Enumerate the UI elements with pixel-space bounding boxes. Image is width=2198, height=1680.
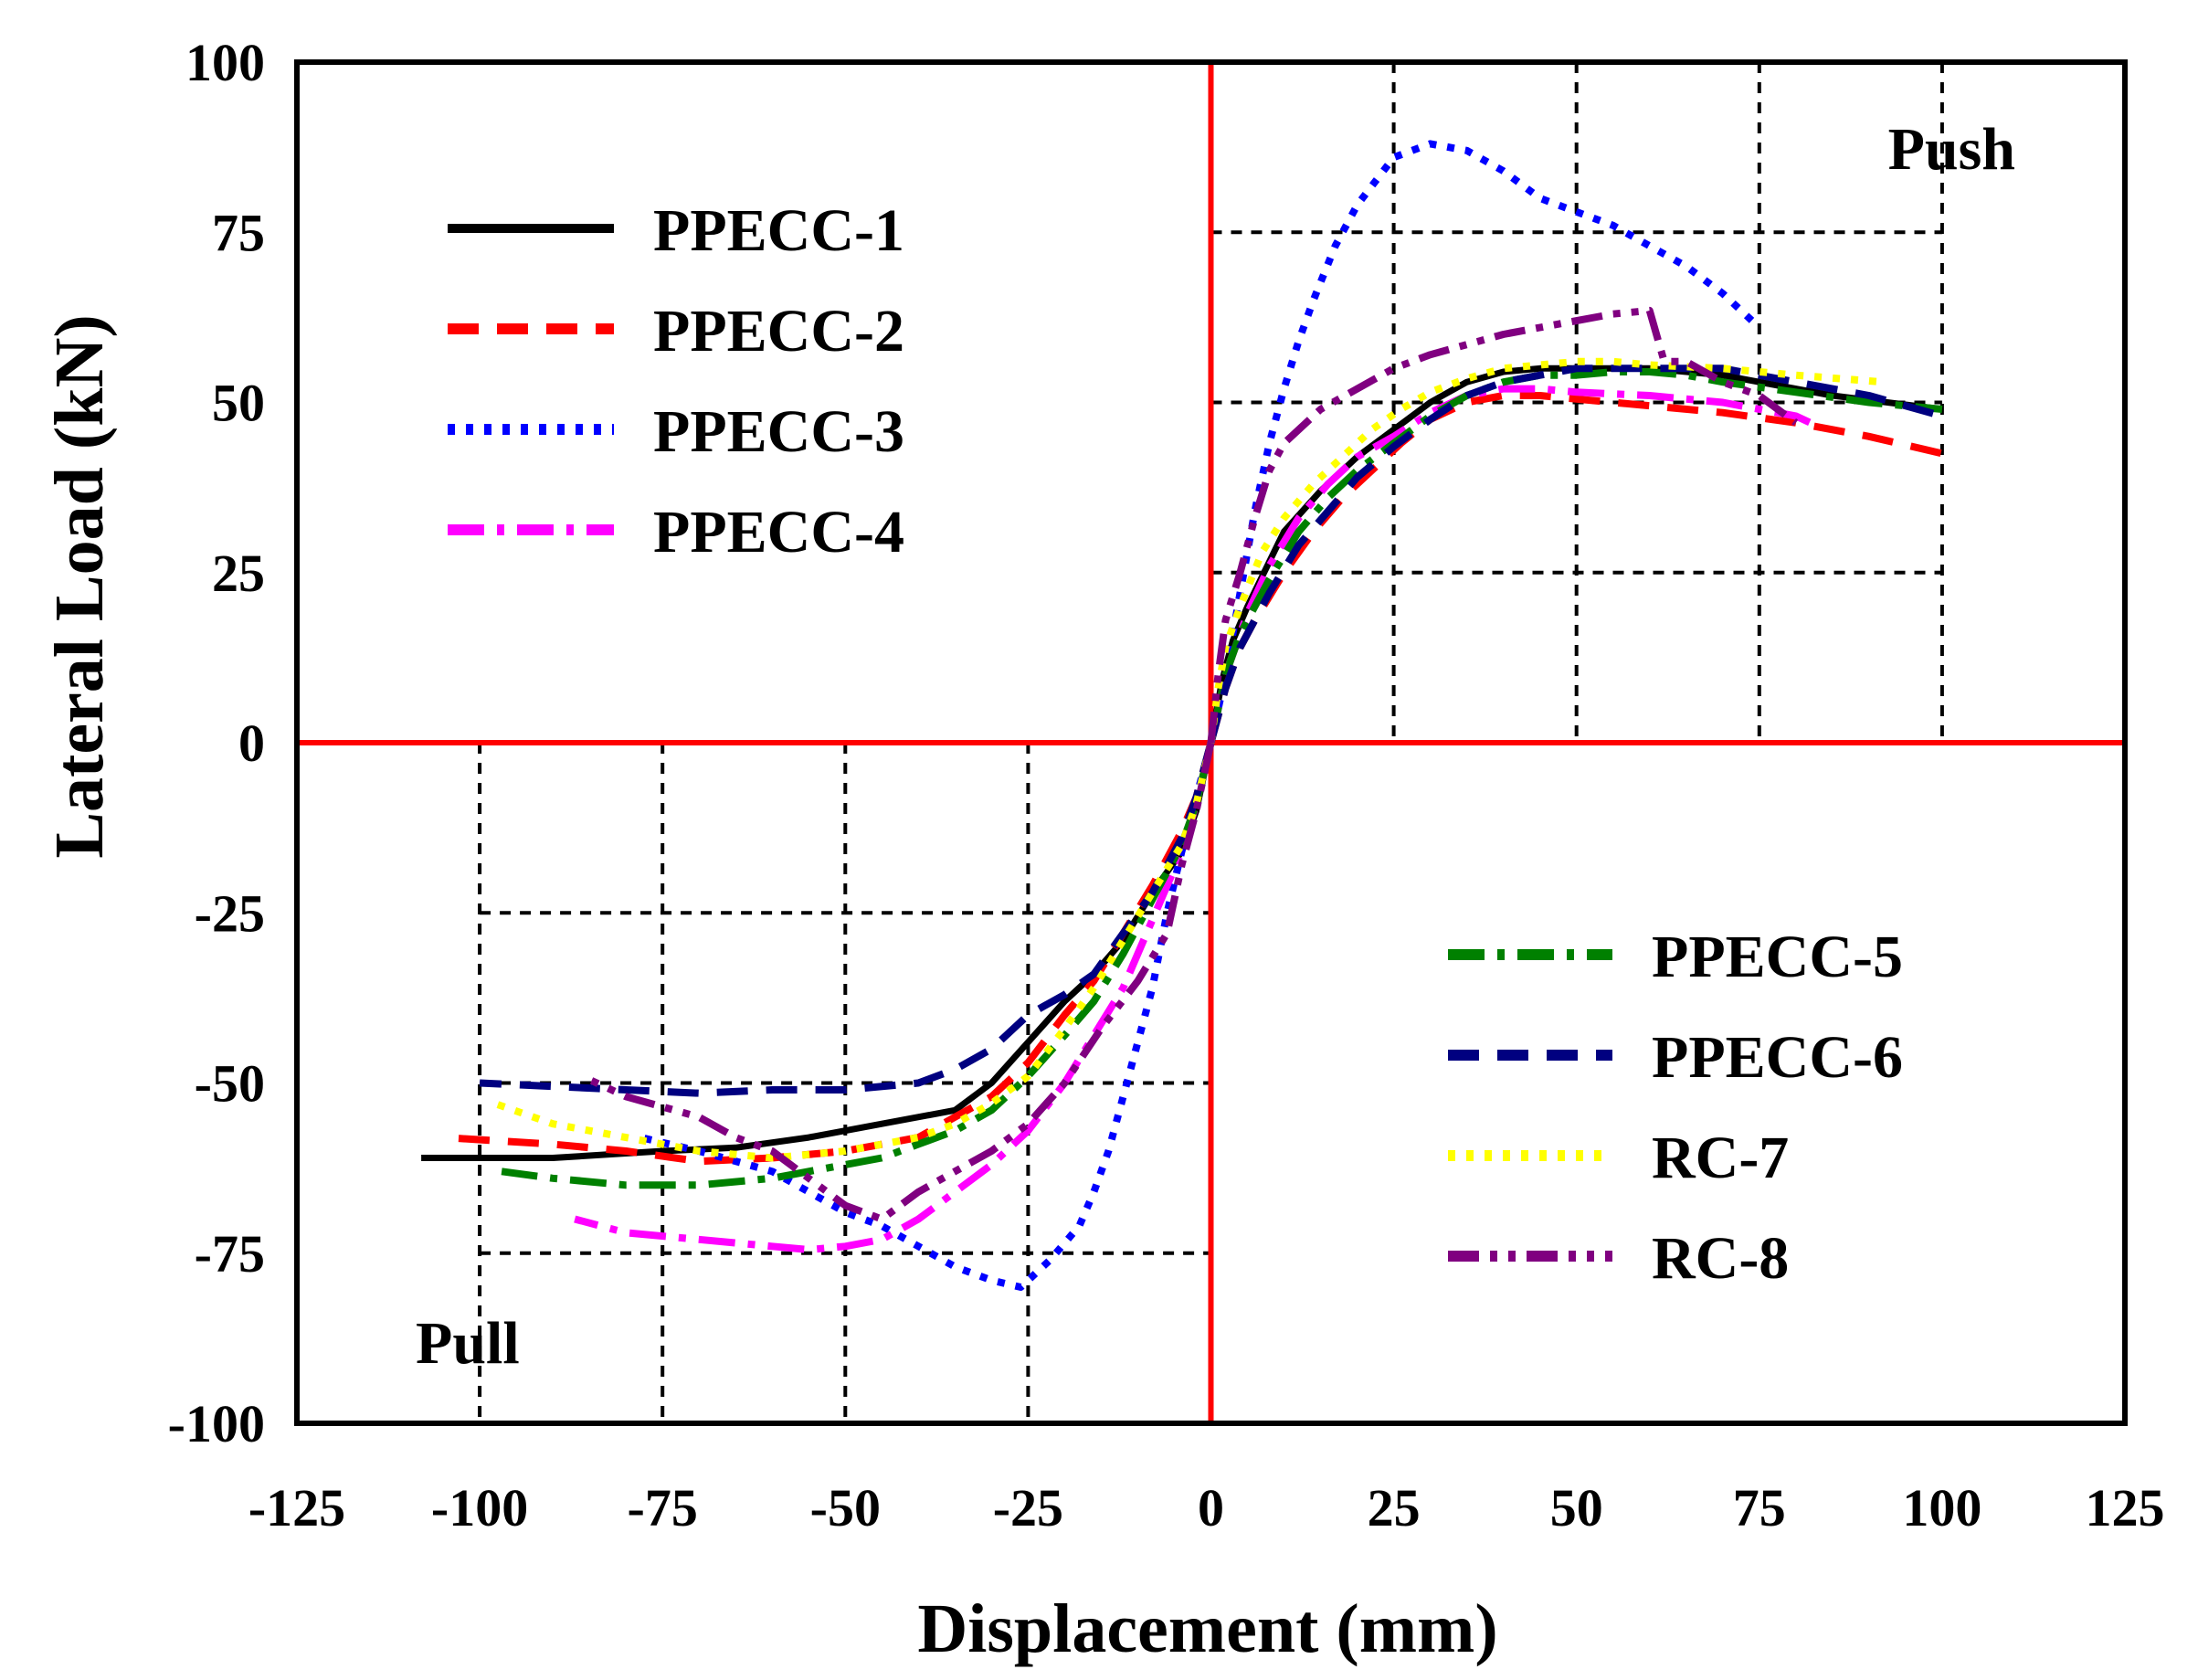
y-tick-label: 50 bbox=[212, 374, 265, 433]
series-ppecc-3-push bbox=[1207, 140, 1755, 744]
series-ppecc-4-pull bbox=[574, 742, 1215, 1253]
x-tick-label: 100 bbox=[1902, 1478, 1981, 1537]
y-tick-label: 25 bbox=[212, 544, 265, 603]
y-axis-title: Lateral Load (kN) bbox=[41, 314, 118, 858]
legend-label-rc-7: RC-7 bbox=[1652, 1125, 1789, 1191]
y-tick-label: -25 bbox=[195, 883, 265, 943]
x-tick-label: -125 bbox=[248, 1478, 345, 1537]
legend-bottom: PPECC-5 PPECC-6 RC-7 RC-8 bbox=[1448, 924, 1903, 1292]
y-tick-label: 100 bbox=[185, 33, 265, 92]
x-tick-label: -25 bbox=[993, 1478, 1063, 1537]
series-rc-8-pull bbox=[580, 742, 1215, 1223]
x-tick-label: 0 bbox=[1198, 1478, 1224, 1537]
x-tick-label: -100 bbox=[431, 1478, 528, 1537]
x-tick-label: 50 bbox=[1550, 1478, 1603, 1537]
series-ppecc-6-pull bbox=[479, 741, 1215, 1097]
series-rc-7-push bbox=[1207, 357, 1885, 744]
x-axis-title: Displacement (mm) bbox=[917, 1590, 1497, 1667]
series-ppecc-2-pull bbox=[442, 741, 1215, 1166]
y-tick-label: -75 bbox=[195, 1224, 265, 1284]
legend-label-ppecc-6: PPECC-6 bbox=[1652, 1024, 1903, 1091]
x-tick-label: 125 bbox=[2086, 1478, 2165, 1537]
legend-label-ppecc-5: PPECC-5 bbox=[1652, 924, 1903, 990]
y-tick-label: 75 bbox=[212, 203, 265, 262]
series-rc-8-push bbox=[1207, 306, 1799, 744]
y-tick-label: -50 bbox=[195, 1054, 265, 1114]
tick-labels: -125 -100 -75 -50 -25 0 25 50 75 100 125 100 75 50 25 0… bbox=[168, 33, 2165, 1537]
legend-label-ppecc-2: PPECC-2 bbox=[653, 298, 904, 365]
y-tick-label: -100 bbox=[168, 1394, 265, 1453]
x-tick-label: 75 bbox=[1733, 1478, 1786, 1537]
x-tick-label: -50 bbox=[810, 1478, 881, 1537]
series-ppecc-6-push bbox=[1207, 365, 1943, 745]
series-layer bbox=[421, 140, 1958, 1291]
x-tick-label: 25 bbox=[1368, 1478, 1421, 1537]
legend-top: PPECC-1 PPECC-2 PPECC-3 PPECC-4 bbox=[448, 197, 904, 565]
plot-frame bbox=[294, 59, 2128, 1426]
x-tick-label: -75 bbox=[628, 1478, 698, 1537]
grid bbox=[478, 62, 1944, 1423]
legend-label-ppecc-3: PPECC-3 bbox=[653, 398, 904, 465]
legend-label-rc-8: RC-8 bbox=[1652, 1225, 1789, 1292]
series-ppecc-4-push bbox=[1207, 385, 1812, 744]
push-label: Push bbox=[1888, 116, 2015, 183]
pull-label: Pull bbox=[416, 1310, 520, 1377]
legend-label-ppecc-1: PPECC-1 bbox=[653, 197, 904, 264]
legend-label-ppecc-4: PPECC-4 bbox=[653, 499, 904, 565]
y-tick-label: 0 bbox=[238, 713, 265, 773]
